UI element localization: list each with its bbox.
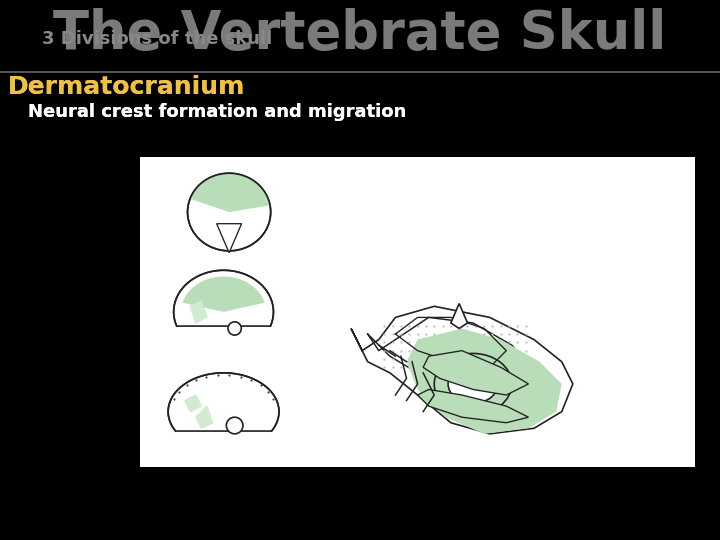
Ellipse shape	[187, 173, 271, 251]
Circle shape	[228, 322, 241, 335]
Polygon shape	[190, 301, 207, 323]
Ellipse shape	[448, 364, 498, 403]
Polygon shape	[407, 328, 562, 434]
Polygon shape	[168, 373, 279, 431]
Circle shape	[226, 417, 243, 434]
Polygon shape	[174, 271, 274, 326]
Polygon shape	[185, 395, 202, 411]
Polygon shape	[423, 350, 528, 395]
Polygon shape	[183, 276, 264, 312]
Bar	[140, 157, 695, 467]
Polygon shape	[418, 389, 528, 423]
Polygon shape	[196, 406, 212, 428]
Text: Neural crest formation and migration: Neural crest formation and migration	[28, 103, 406, 121]
Polygon shape	[190, 173, 270, 212]
Polygon shape	[351, 306, 573, 434]
Text: Dermatocranium: Dermatocranium	[8, 75, 246, 99]
Text: Dermatocranium: Dermatocranium	[8, 75, 246, 99]
Text: Neural crest formation and migration: Neural crest formation and migration	[28, 103, 406, 121]
Text: 3 Divisions of the skull: 3 Divisions of the skull	[42, 30, 272, 48]
Polygon shape	[217, 224, 242, 253]
Ellipse shape	[434, 354, 512, 414]
Polygon shape	[451, 303, 467, 328]
Text: The Vertebrate Skull: The Vertebrate Skull	[53, 8, 667, 60]
